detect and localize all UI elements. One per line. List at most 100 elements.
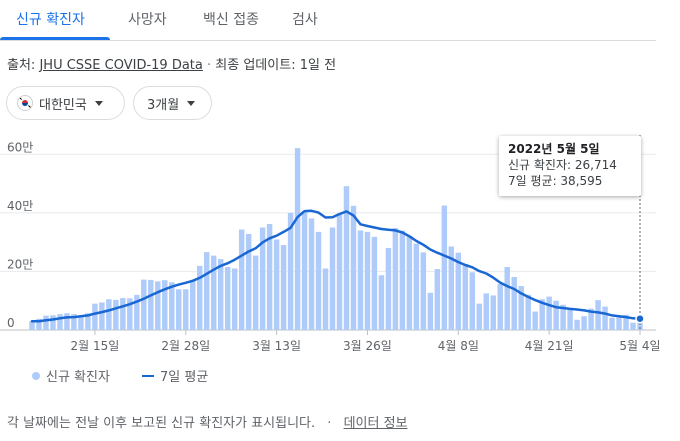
bar xyxy=(532,311,538,330)
last-updated: 최종 업데이트: 1일 전 xyxy=(215,58,337,73)
bar xyxy=(106,299,112,330)
source-separator: · xyxy=(207,58,212,73)
bar xyxy=(183,289,189,330)
country-dropdown[interactable]: 대한민국 xyxy=(6,86,125,120)
bar xyxy=(273,239,280,330)
bar xyxy=(238,229,245,330)
bar xyxy=(315,231,322,330)
bar xyxy=(609,317,615,330)
x-tick-label: 4월 8일 xyxy=(438,339,479,353)
bar xyxy=(308,218,315,330)
bar xyxy=(148,279,154,330)
bar xyxy=(50,315,56,330)
bar xyxy=(190,279,196,330)
south-korea-flag-icon xyxy=(17,95,33,111)
bar xyxy=(169,282,175,330)
bar xyxy=(546,296,552,330)
source-link[interactable]: JHU CSSE COVID-19 Data xyxy=(39,58,203,73)
bar xyxy=(336,214,343,330)
bar xyxy=(406,235,413,330)
legend-line-swatch xyxy=(142,374,154,377)
chart-x-ticks: 2월 15일 2월 28일 3월 13일 3월 26일 4월 8일 4월 21일 5월 4일 xyxy=(70,330,661,353)
legend-new-cases-label: 신규 확진자 xyxy=(46,370,110,385)
bar xyxy=(427,292,434,330)
tab-tests[interactable]: 검사 xyxy=(292,12,318,28)
bar xyxy=(385,248,392,330)
bar xyxy=(420,252,427,330)
tooltip-average: 7일 평균: 38,595 xyxy=(508,174,603,188)
source-prefix: 출처: xyxy=(7,58,36,73)
tooltip-new-cases: 신규 확진자: 26,714 xyxy=(508,158,617,172)
bar xyxy=(287,212,294,330)
bar xyxy=(574,319,580,330)
data-info-link[interactable]: 데이터 정보 xyxy=(343,416,408,431)
y-tick-label: 40만 xyxy=(7,199,33,213)
chart-tooltip: 2022년 5월 5일 신규 확진자: 26,714 7일 평균: 38,595 xyxy=(499,136,641,196)
bar xyxy=(217,259,224,330)
bar xyxy=(120,298,126,330)
bar xyxy=(203,252,210,330)
y-tick-label: 0 xyxy=(7,316,15,330)
bar xyxy=(448,246,455,330)
bar xyxy=(99,302,105,330)
y-tick-label: 20만 xyxy=(7,257,33,271)
tab-deaths[interactable]: 사망자 xyxy=(128,12,167,28)
legend-item-new-cases: 신규 확진자 xyxy=(32,366,110,385)
tab-new-cases[interactable]: 신규 확진자 xyxy=(16,12,85,28)
legend-item-average: 7일 평균 xyxy=(142,366,208,385)
chevron-down-icon xyxy=(94,100,103,106)
bar xyxy=(155,281,161,330)
chart-line-layer xyxy=(30,209,642,323)
bar xyxy=(364,231,371,330)
x-tick-label: 3월 26일 xyxy=(343,339,392,353)
bar xyxy=(162,280,168,330)
x-tick-label: 4월 21일 xyxy=(525,339,574,353)
y-tick-label: 60만 xyxy=(7,140,33,154)
tab-vaccinations[interactable]: 백신 접종 xyxy=(203,12,259,28)
bar xyxy=(57,314,63,330)
period-dropdown-label: 3개월 xyxy=(147,97,180,113)
bar xyxy=(29,321,35,330)
bar xyxy=(595,300,601,330)
bar xyxy=(259,227,266,330)
bar xyxy=(357,230,364,330)
bar xyxy=(210,255,217,330)
bar xyxy=(581,316,587,330)
bar xyxy=(127,298,133,330)
bar xyxy=(92,303,98,330)
bar xyxy=(252,255,259,330)
bar xyxy=(483,293,489,330)
bar xyxy=(392,228,399,330)
hover-point xyxy=(635,313,645,324)
bar xyxy=(176,289,182,330)
bar xyxy=(378,275,385,330)
tab-bar: 신규 확진자 사망자 백신 접종 검사 xyxy=(0,0,656,41)
legend-bar-swatch xyxy=(32,371,40,380)
period-dropdown[interactable]: 3개월 xyxy=(133,86,212,120)
bar xyxy=(196,265,203,330)
bar xyxy=(343,186,350,330)
x-tick-label: 3월 13일 xyxy=(252,339,301,353)
bar xyxy=(280,245,287,330)
x-tick-label: 2월 28일 xyxy=(161,339,210,353)
bar xyxy=(434,269,441,330)
bar xyxy=(525,294,531,330)
footer-separator: · xyxy=(327,416,332,431)
bar xyxy=(455,252,462,330)
bar xyxy=(539,299,545,330)
cases-chart[interactable]: 0 20만 40만 60만 2월 15일 2월 28일 3월 13일 3월 26일 4월 8일… xyxy=(0,125,680,361)
bar xyxy=(637,322,643,330)
tooltip-date: 2022년 5월 5일 xyxy=(508,142,600,156)
bar xyxy=(497,284,503,330)
bar xyxy=(511,276,517,330)
bar xyxy=(266,223,273,330)
bar xyxy=(294,148,301,330)
bar xyxy=(504,267,510,330)
bar xyxy=(518,286,524,330)
bar xyxy=(113,299,119,330)
legend-average-label: 7일 평균 xyxy=(160,370,209,385)
chart-y-ticks: 0 20만 40만 60만 xyxy=(7,140,33,330)
bar xyxy=(36,318,42,330)
bar xyxy=(329,227,336,330)
bar xyxy=(43,315,49,330)
